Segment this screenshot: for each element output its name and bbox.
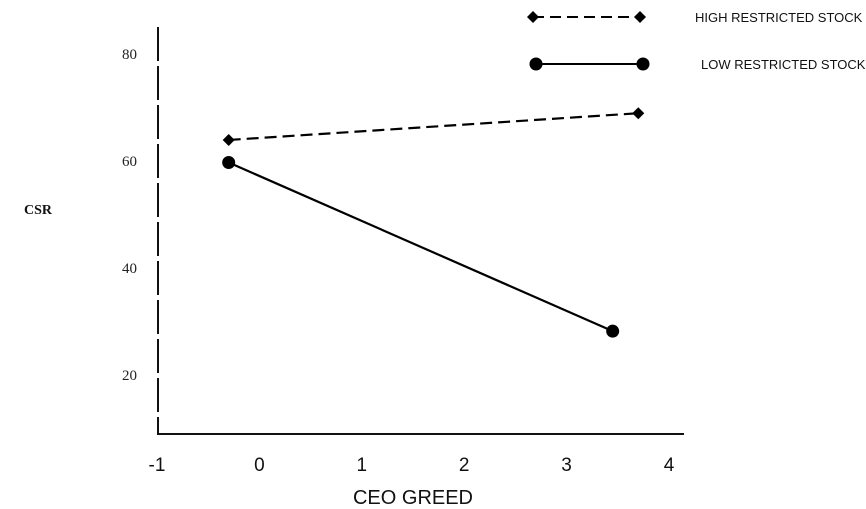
- legend-marker: [636, 57, 650, 71]
- series-low-restricted-stock: [222, 155, 620, 338]
- legend-item-low-restricted-stock: LOW RESTRICTED STOCK: [529, 57, 866, 72]
- x-tick-label: 1: [357, 455, 368, 476]
- series-high-restricted-stock: [222, 107, 645, 146]
- x-tick-label: -1: [149, 455, 166, 476]
- x-tick-label: 3: [561, 455, 572, 476]
- legend: HIGH RESTRICTED STOCK LOW RESTRICTED STOC…: [527, 10, 866, 72]
- y-tick-label: 40: [122, 261, 137, 277]
- x-tick-label: 4: [664, 455, 675, 476]
- y-tick-label: 60: [122, 154, 137, 170]
- x-tick-label: 0: [254, 455, 265, 476]
- x-tick-label: 2: [459, 455, 470, 476]
- legend-marker: [529, 57, 543, 71]
- data-point-low-restricted-stock: [222, 155, 236, 169]
- legend-marker: [634, 11, 646, 23]
- legend-item-high-restricted-stock: HIGH RESTRICTED STOCK: [527, 10, 863, 25]
- legend-label: LOW RESTRICTED STOCK: [701, 57, 866, 72]
- y-axis-title: CSR: [24, 203, 53, 218]
- legend-marker: [527, 11, 539, 23]
- data-point-high-restricted-stock: [632, 107, 645, 120]
- series-line-high-restricted-stock: [228, 112, 639, 142]
- legend-label: HIGH RESTRICTED STOCK: [695, 10, 863, 25]
- data-point-low-restricted-stock: [606, 324, 620, 338]
- y-tick-label: 20: [122, 368, 137, 384]
- axes: [157, 27, 684, 435]
- tick-labels: 20 40 60 80 -1 0 1 2 3 4: [122, 47, 675, 476]
- data-point-high-restricted-stock: [222, 133, 235, 146]
- series-line-low-restricted-stock: [228, 161, 614, 333]
- series-layer: [222, 107, 645, 338]
- y-tick-label: 80: [122, 47, 137, 63]
- x-axis-title: CEO GREED: [353, 487, 473, 509]
